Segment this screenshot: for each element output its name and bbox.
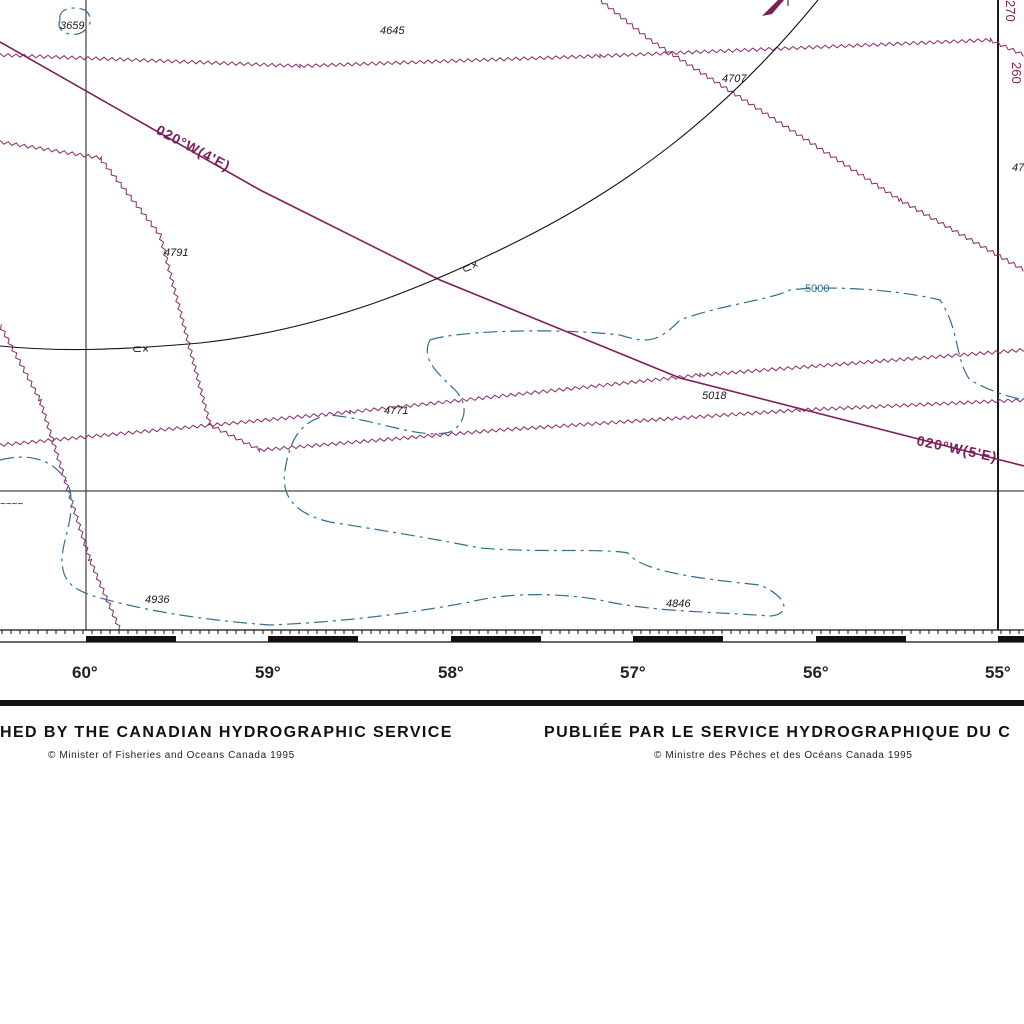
depth-contours: [0, 7, 1024, 626]
longitude-label-60: 60°: [72, 663, 98, 682]
english-publisher: HED BY THE CANADIAN HYDROGRAPHIC SERVICE: [0, 724, 453, 741]
edge-label-270: 270: [1003, 0, 1018, 22]
fish-symbol: ⊂×: [132, 342, 149, 356]
fish-symbol-3: ~~~~: [0, 499, 24, 510]
french-copyright: © Ministre des Pêches et des Océans Cana…: [654, 750, 913, 761]
sounding-4791: 4791: [164, 247, 188, 259]
sounding-4846: 4846: [666, 598, 691, 610]
buoy-symbol: [762, 0, 784, 16]
sounding-4707: 4707: [722, 73, 747, 85]
sounding-47: 47: [1012, 162, 1024, 174]
longitude-label-56: 56°: [803, 663, 829, 682]
french-publisher: PUBLIÉE PAR LE SERVICE HYDROGRAPHIQUE DU…: [544, 724, 1012, 741]
longitude-label-59: 59°: [255, 663, 281, 682]
isogonic-line-4e: [0, 41, 1024, 467]
sounding-4771: 4771: [384, 405, 408, 417]
course-line: [0, 0, 819, 351]
neatline: [0, 700, 1024, 706]
isogonic-label-5e: 020°W(5'E): [915, 432, 998, 465]
scale-border: [0, 629, 1024, 643]
sounding-4936: 4936: [145, 594, 170, 606]
zigzag-boundaries: [0, 0, 1024, 630]
fish-symbol-2: ⊂×: [460, 257, 481, 276]
longitude-label-55: 55°: [985, 663, 1011, 682]
edge-label-260: 260: [1009, 62, 1024, 84]
sounding-3659: 3659: [60, 20, 84, 32]
longitude-label-57: 57°: [620, 663, 646, 682]
sounding-4645: 4645: [380, 25, 405, 37]
longitude-label-58: 58°: [438, 663, 464, 682]
contour-label-5000: 5000: [805, 283, 829, 295]
isogonic-label-4e: 020°W(4'E): [154, 122, 234, 175]
sounding-5018: 5018: [702, 390, 727, 402]
english-copyright: © Minister of Fisheries and Oceans Canad…: [48, 750, 295, 761]
